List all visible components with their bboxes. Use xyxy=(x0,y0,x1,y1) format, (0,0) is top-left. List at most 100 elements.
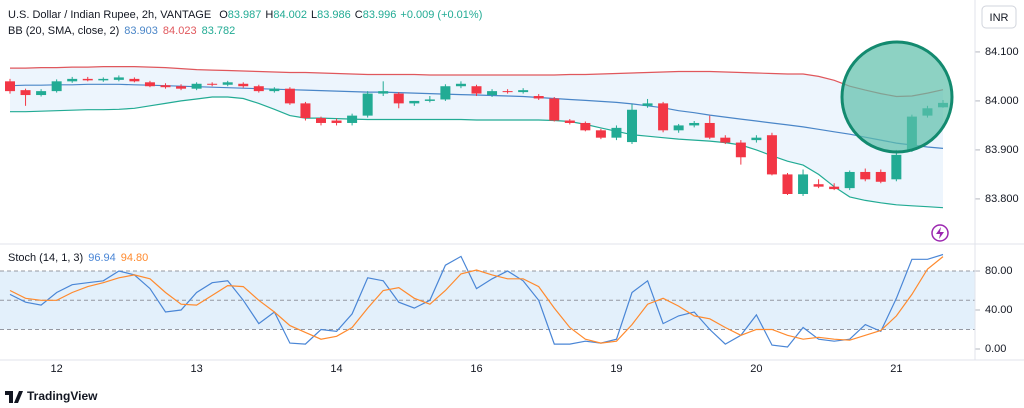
legend-item: 94.80 xyxy=(121,252,149,264)
candle-body xyxy=(580,122,591,131)
candle-body xyxy=(798,174,809,195)
candle-body xyxy=(766,135,777,175)
legend-item: 83.987 xyxy=(228,9,262,21)
stoch-tick-label: 0.00 xyxy=(985,343,1006,355)
candle-body xyxy=(393,93,404,104)
candle-body xyxy=(720,137,731,143)
candle-body xyxy=(735,142,746,158)
x-tick-label: 12 xyxy=(51,363,63,375)
legend-item: 84.023 xyxy=(163,25,197,37)
candle-body xyxy=(331,120,342,123)
x-tick-label: 13 xyxy=(190,363,202,375)
legend-item: C xyxy=(355,9,363,21)
candle-body xyxy=(860,171,871,180)
legend-item: Stoch (14, 1, 3) xyxy=(8,252,83,264)
candle-body xyxy=(82,78,93,81)
candle-body xyxy=(518,90,529,93)
legend-item: L xyxy=(311,9,317,21)
candle-body xyxy=(595,130,606,138)
candle-body xyxy=(658,103,669,131)
legend-item: H xyxy=(265,9,273,21)
candle-body xyxy=(362,93,373,116)
candle-body xyxy=(269,88,280,92)
bb-line xyxy=(10,66,944,98)
x-tick-label: 14 xyxy=(330,363,342,375)
candle-body xyxy=(347,115,358,123)
candle-body xyxy=(238,83,249,87)
price-tick-label: 83.800 xyxy=(985,193,1019,205)
currency: INR xyxy=(990,12,1009,24)
legend-item: 83.782 xyxy=(202,25,236,37)
candle-body xyxy=(751,137,762,141)
x-tick-label: 21 xyxy=(890,363,902,375)
candle-body xyxy=(5,81,15,92)
stoch-line xyxy=(9,253,944,348)
highlight-circle xyxy=(840,40,954,154)
candle-body xyxy=(113,77,124,80)
candle-body xyxy=(875,171,886,182)
legend-item: 84.002 xyxy=(273,9,307,21)
candle-body xyxy=(813,184,824,187)
lightning-icon[interactable] xyxy=(931,224,949,242)
candle-body xyxy=(627,109,637,143)
legend: BB (20, SMA, close, 2) 83.903 84.023 83.782 xyxy=(8,25,235,37)
candle-body xyxy=(316,118,326,123)
legend-item: O xyxy=(219,9,228,21)
candle-body xyxy=(611,127,622,138)
legend: U.S. Dollar / Indian Rupee, 2h, VANTAGE O… xyxy=(8,9,482,21)
logo: TradingView xyxy=(5,389,98,403)
candle-body xyxy=(642,103,653,106)
candle-body xyxy=(378,91,389,94)
currency-box[interactable] xyxy=(981,5,1017,29)
candle-body xyxy=(502,91,513,93)
legend-item: U.S. Dollar / Indian Rupee, 2h, VANTAGE xyxy=(8,9,211,21)
logo-icon xyxy=(5,391,23,403)
candle-body xyxy=(36,91,47,96)
stoch-tick-label: 80.00 xyxy=(985,265,1013,277)
icon-ring xyxy=(931,224,949,242)
legend-item: 83.986 xyxy=(317,9,351,21)
candle-body xyxy=(160,85,171,88)
logo-text: TradingView xyxy=(27,389,98,403)
bb-line xyxy=(10,96,944,209)
candle-body xyxy=(129,78,140,82)
stoch-tick-label: 40.00 xyxy=(985,304,1013,316)
x-tick-label: 20 xyxy=(750,363,762,375)
price-tick-label: 83.900 xyxy=(985,144,1019,156)
legend: Stoch (14, 1, 3) 96.94 94.80 xyxy=(8,252,148,264)
candle-body xyxy=(487,91,498,96)
candle-body xyxy=(300,103,311,119)
candle-body xyxy=(782,174,793,195)
price-tick-label: 84.100 xyxy=(985,46,1019,58)
candle-body xyxy=(564,120,575,123)
candle-body xyxy=(20,90,31,96)
legend-item: 96.94 xyxy=(88,252,116,264)
x-tick-label: 16 xyxy=(470,363,482,375)
candle-body xyxy=(533,96,544,99)
icon-bolt xyxy=(936,227,944,239)
candle-body xyxy=(191,83,202,89)
candle-body xyxy=(284,88,295,104)
candle-body xyxy=(176,86,187,89)
candle-body xyxy=(471,86,482,94)
candle-body xyxy=(144,82,155,87)
legend-item: 83.903 xyxy=(124,25,158,37)
candle-body xyxy=(409,100,420,104)
stoch-line xyxy=(9,256,944,344)
candle-body xyxy=(829,186,840,190)
candle-body xyxy=(440,86,451,100)
legend-item: BB (20, SMA, close, 2) xyxy=(8,25,119,37)
candle-body xyxy=(51,81,62,92)
candle-body xyxy=(455,83,466,87)
x-tick-label: 19 xyxy=(610,363,622,375)
candle-body xyxy=(704,122,715,138)
candle-body xyxy=(253,86,264,92)
legend-item: 83.996 xyxy=(363,9,397,21)
candle-body xyxy=(891,154,902,180)
price-tick-label: 84.000 xyxy=(985,95,1019,107)
legend-item: +0.009 (+0.01%) xyxy=(400,9,482,21)
candle-body xyxy=(207,83,218,85)
candle-body xyxy=(673,125,684,131)
band-fill xyxy=(10,66,943,208)
